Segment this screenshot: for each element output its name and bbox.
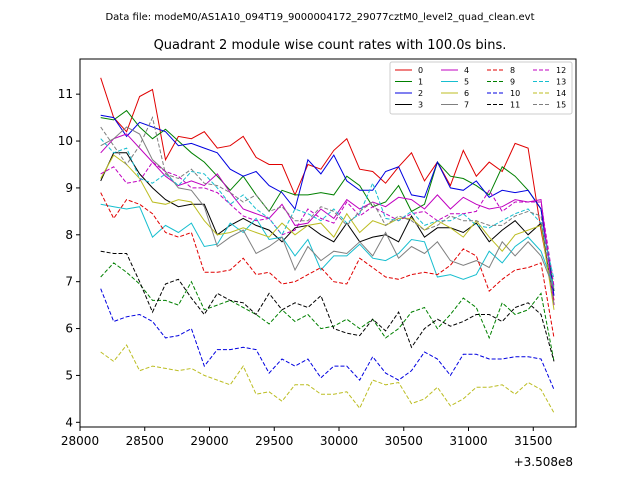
- plot-frame: [79, 58, 577, 428]
- x-tick-label: 31500: [514, 434, 552, 448]
- chart-suptitle: Data file: modeM0/AS1A10_094T19_90000041…: [105, 12, 534, 23]
- legend-label-0: 0: [418, 66, 423, 75]
- legend-label-6: 6: [464, 89, 469, 98]
- x-tick-label: 31000: [449, 434, 487, 448]
- x-tick-label: 30500: [385, 434, 423, 448]
- series-line-5: [100, 203, 555, 287]
- x-tick-label: 29000: [190, 434, 228, 448]
- legend-label-14: 14: [556, 89, 566, 98]
- legend-label-4: 4: [464, 66, 469, 75]
- legend-label-1: 1: [418, 78, 423, 87]
- series-line-9: [100, 262, 555, 362]
- legend-label-10: 10: [510, 89, 520, 98]
- x-tick-label: 29500: [255, 434, 293, 448]
- y-tick-label: 8: [65, 228, 73, 242]
- series-line-6: [100, 154, 555, 310]
- series-line-1: [100, 109, 555, 292]
- chart-title: Quadrant 2 module wise count rates with …: [154, 38, 507, 53]
- series-line-7: [100, 126, 555, 289]
- series-line-15: [100, 116, 555, 306]
- legend-box: [389, 61, 573, 115]
- y-tick-label: 4: [65, 415, 73, 429]
- plot-lines: [100, 77, 555, 414]
- x-tick-label: 30000: [320, 434, 358, 448]
- legend-label-2: 2: [418, 89, 423, 98]
- legend-label-11: 11: [510, 101, 520, 110]
- series-line-10: [100, 288, 555, 390]
- series-line-13: [100, 138, 555, 280]
- legend-label-15: 15: [556, 101, 566, 110]
- legend-label-12: 12: [556, 66, 566, 75]
- y-tick-label: 6: [65, 322, 73, 336]
- x-tick-label: 28000: [61, 434, 99, 448]
- y-tick-label: 10: [58, 134, 73, 148]
- y-tick-label: 11: [58, 87, 73, 101]
- legend-label-8: 8: [510, 66, 515, 75]
- axes: 28000 28500 29000 29500 30000 30500 31000 31500…: [58, 58, 577, 448]
- series-line-0: [100, 77, 555, 301]
- x-tick-label: 28500: [126, 434, 164, 448]
- x-offset-label: +3.508e8: [514, 455, 573, 469]
- series-line-12: [100, 161, 555, 287]
- y-tick-label: 7: [65, 275, 73, 289]
- series-line-8: [100, 192, 555, 338]
- legend-label-9: 9: [510, 78, 515, 87]
- legend-label-7: 7: [464, 101, 469, 110]
- legend-label-13: 13: [556, 78, 566, 87]
- y-tick-label: 9: [65, 181, 73, 195]
- y-tick-label: 5: [65, 368, 73, 382]
- legend-label-5: 5: [464, 78, 469, 87]
- series-line-2: [100, 114, 555, 296]
- legend-label-3: 3: [418, 101, 423, 110]
- series-line-11: [100, 250, 555, 362]
- series-line-14: [100, 344, 555, 414]
